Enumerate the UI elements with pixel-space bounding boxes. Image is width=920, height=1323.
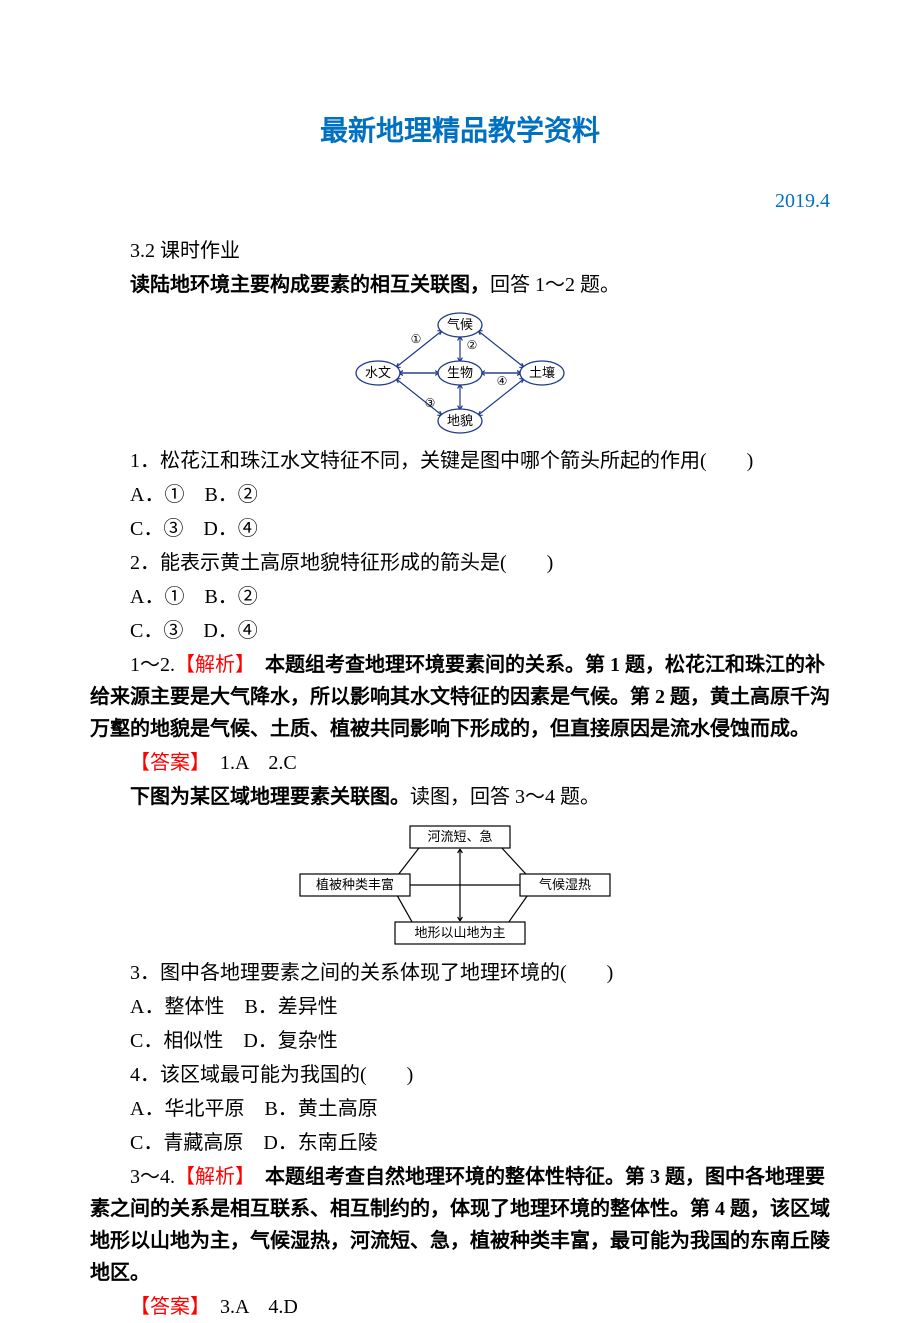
intro1-suffix: 回答 1～2 题。	[490, 274, 620, 296]
intro2-suffix: 读图，回答 3～4 题。	[410, 786, 600, 808]
explain-12: 1～2.【解析】 本题组考查地理环境要素间的关系。第 1 题，松花江和珠江的补给…	[90, 649, 830, 745]
svg-text:生物: 生物	[447, 365, 473, 380]
q4-optsC: C．青藏高原 D．东南丘陵	[90, 1127, 830, 1159]
q3-optsA: A．整体性 B．差异性	[90, 991, 830, 1023]
section-label: 3.2 课时作业	[90, 235, 830, 267]
q2-optsA: A．① B．②	[90, 581, 830, 613]
svg-text:气候湿热: 气候湿热	[539, 877, 591, 892]
q3-stem: 3．图中各地理要素之间的关系体现了地理环境的( )	[90, 957, 830, 989]
svg-text:③: ③	[425, 396, 436, 410]
answer-keyword-2: 【答案】	[130, 1296, 200, 1318]
svg-text:④: ④	[497, 374, 508, 388]
q2-optsC: C．③ D．④	[90, 615, 830, 647]
explain-keyword-2: 【解析】	[175, 1166, 245, 1188]
svg-text:河流短、急: 河流短、急	[427, 829, 492, 844]
svg-text:水文: 水文	[365, 365, 391, 380]
diagram1-svg: ① ② ④ ③ 气候水文 生物 土壤地貌	[330, 307, 590, 439]
diagram2-svg: 河流短、急植被种类丰富 气候湿热地形以山地为主	[285, 819, 635, 951]
exp12-label: 1～2.	[130, 654, 175, 676]
explain-keyword: 【解析】	[175, 654, 245, 676]
q1-stem: 1．松花江和珠江水文特征不同，关键是图中哪个箭头所起的作用( )	[90, 445, 830, 477]
ans34-text: 3.A 4.D	[200, 1296, 298, 1318]
svg-text:植被种类丰富: 植被种类丰富	[316, 877, 394, 892]
answer-12: 【答案】 1.A 2.C	[90, 747, 830, 779]
title-text: 最新地理精品教学资料	[320, 116, 600, 147]
q4-optsA: A．华北平原 B．黄土高原	[90, 1093, 830, 1125]
svg-text:地貌: 地貌	[447, 413, 473, 428]
svg-text:土壤: 土壤	[529, 365, 555, 380]
exp34-label: 3～4.	[130, 1166, 175, 1188]
explain-34: 3～4.【解析】 本题组考查自然地理环境的整体性特征。第 3 题，图中各地理要素…	[90, 1161, 830, 1289]
q4-stem: 4．该区域最可能为我国的( )	[90, 1059, 830, 1091]
q1-optsC: C．③ D．④	[90, 513, 830, 545]
ans12-text: 1.A 2.C	[200, 752, 297, 774]
q1-optsA: A．① B．②	[90, 479, 830, 511]
intro-1: 读陆地环境主要构成要素的相互关联图，回答 1～2 题。	[90, 269, 830, 301]
page-title: 最新地理精品教学资料	[90, 110, 830, 155]
answer-34: 【答案】 3.A 4.D	[90, 1291, 830, 1323]
svg-text:①: ①	[411, 332, 422, 346]
diagram-1: ① ② ④ ③ 气候水文 生物 土壤地貌	[90, 307, 830, 439]
q3-optsC: C．相似性 D．复杂性	[90, 1025, 830, 1057]
svg-text:地形以山地为主: 地形以山地为主	[414, 925, 505, 940]
intro1-prefix: 读陆地环境主要构成要素的相互关联图，	[130, 274, 490, 296]
date-line: 2019.4	[90, 185, 830, 217]
diagram-2: 河流短、急植被种类丰富 气候湿热地形以山地为主	[90, 819, 830, 951]
answer-keyword: 【答案】	[130, 752, 200, 774]
intro-2: 下图为某区域地理要素关联图。读图，回答 3～4 题。	[90, 781, 830, 813]
svg-text:气候: 气候	[447, 317, 473, 332]
date-text: 2019.4	[775, 190, 830, 212]
svg-text:②: ②	[467, 338, 478, 352]
q2-stem: 2．能表示黄土高原地貌特征形成的箭头是( )	[90, 547, 830, 579]
intro2-prefix: 下图为某区域地理要素关联图。	[130, 786, 410, 808]
